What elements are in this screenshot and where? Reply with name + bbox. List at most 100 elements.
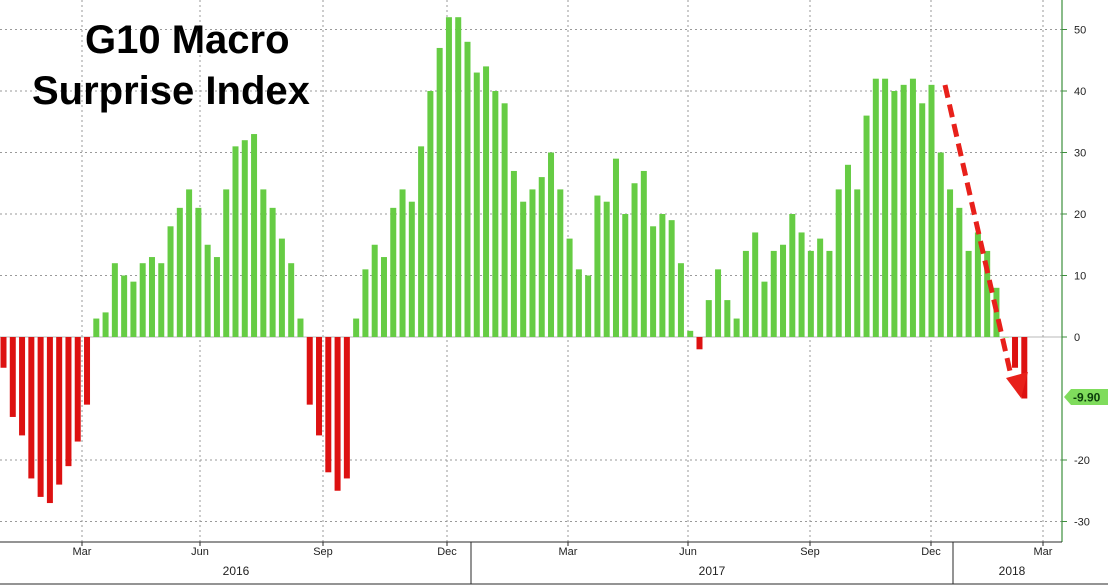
bar (733, 318, 740, 337)
bar (343, 337, 350, 479)
bar (501, 103, 508, 337)
bar (807, 250, 814, 337)
x-year-label: 2018 (999, 564, 1026, 578)
bar (483, 66, 490, 338)
bar (742, 250, 749, 337)
bar (158, 263, 165, 337)
bar (854, 189, 861, 337)
y-tick-label: 0 (1074, 332, 1080, 344)
y-tick-label: 30 (1074, 148, 1086, 160)
bar (74, 337, 81, 442)
bar (325, 337, 332, 473)
x-month-label: Mar (1034, 546, 1053, 558)
bar (148, 257, 155, 337)
bar (334, 337, 341, 491)
bar (473, 72, 480, 338)
bar (204, 244, 211, 337)
bar (789, 214, 796, 337)
x-month-label: Mar (559, 546, 578, 558)
bar (186, 189, 193, 337)
bar (622, 214, 629, 337)
bar (956, 207, 963, 337)
bar (538, 177, 545, 337)
bar (260, 189, 267, 337)
bar (390, 207, 397, 337)
x-month-label: Jun (679, 546, 697, 558)
bar (603, 201, 610, 337)
bar (223, 189, 230, 337)
bar (891, 91, 898, 337)
bar (46, 337, 53, 504)
bar (278, 238, 285, 337)
bar (167, 226, 174, 337)
bar (974, 232, 981, 337)
bar (947, 189, 954, 337)
bar (102, 312, 109, 337)
chart-title: G10 Macro Surprise Index (32, 18, 310, 113)
bar (780, 244, 787, 337)
bar (1002, 337, 1009, 338)
x-month-label: Dec (437, 546, 457, 558)
bar (306, 337, 313, 405)
chart-title-line-2: Surprise Index (32, 69, 310, 113)
y-tick-label: 10 (1074, 271, 1086, 283)
bar (909, 78, 916, 337)
bar (121, 275, 128, 337)
y-tick-label: -30 (1074, 517, 1090, 529)
bar (408, 201, 415, 337)
bar (640, 170, 647, 337)
bar (316, 337, 323, 436)
bar (566, 238, 573, 337)
bar (594, 195, 601, 337)
bar (455, 17, 462, 337)
bar (677, 263, 684, 337)
bar (575, 269, 582, 337)
trend-arrow-head (1006, 372, 1028, 398)
y-tick-label: -20 (1074, 455, 1090, 467)
bar (715, 269, 722, 337)
bar (464, 41, 471, 338)
trend-arrow-shaft (942, 84, 1015, 381)
x-year-label: 2016 (223, 564, 250, 578)
bar (84, 337, 91, 405)
bar (195, 207, 202, 337)
bar (251, 134, 258, 337)
bar (882, 78, 889, 337)
bar (984, 250, 991, 337)
bar (659, 214, 666, 337)
bar (65, 337, 72, 467)
bar (427, 91, 434, 337)
bar (93, 318, 100, 337)
last-value-label: -9.90 (1073, 391, 1101, 405)
bar (928, 84, 935, 337)
bar (56, 337, 63, 485)
bar (965, 250, 972, 337)
bar (362, 269, 369, 337)
last-value-tag-background (1064, 389, 1108, 405)
bar (139, 263, 146, 337)
bar-series (0, 17, 1028, 504)
bar (696, 337, 703, 350)
bar (380, 257, 387, 337)
x-month-label: Jun (191, 546, 209, 558)
bar (900, 84, 907, 337)
bar (1021, 337, 1028, 399)
x-month-label: Dec (921, 546, 941, 558)
bar (445, 17, 452, 337)
bar (510, 170, 517, 337)
bar (612, 158, 619, 337)
trend-arrow (942, 84, 1028, 398)
y-tick-label: 20 (1074, 209, 1086, 221)
bar (492, 91, 499, 337)
bar (371, 244, 378, 337)
bar (9, 337, 16, 417)
bar (399, 189, 406, 337)
bar (826, 250, 833, 337)
bar (1012, 337, 1019, 368)
bar (232, 146, 239, 337)
bar (844, 164, 851, 337)
x-month-label: Sep (313, 546, 333, 558)
bar (798, 232, 805, 337)
